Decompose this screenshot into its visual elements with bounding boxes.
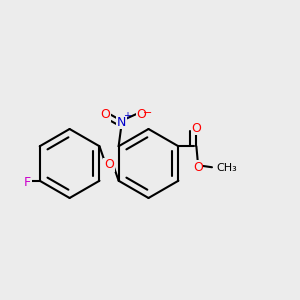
Text: +: +	[123, 111, 131, 121]
Text: O: O	[100, 108, 110, 121]
Text: O: O	[193, 161, 203, 174]
Text: −: −	[143, 108, 152, 118]
Text: O: O	[191, 122, 201, 135]
Text: O: O	[104, 158, 114, 172]
Text: N: N	[117, 116, 126, 129]
Text: O: O	[136, 108, 146, 121]
Text: F: F	[24, 176, 31, 189]
Text: CH₃: CH₃	[216, 163, 237, 173]
